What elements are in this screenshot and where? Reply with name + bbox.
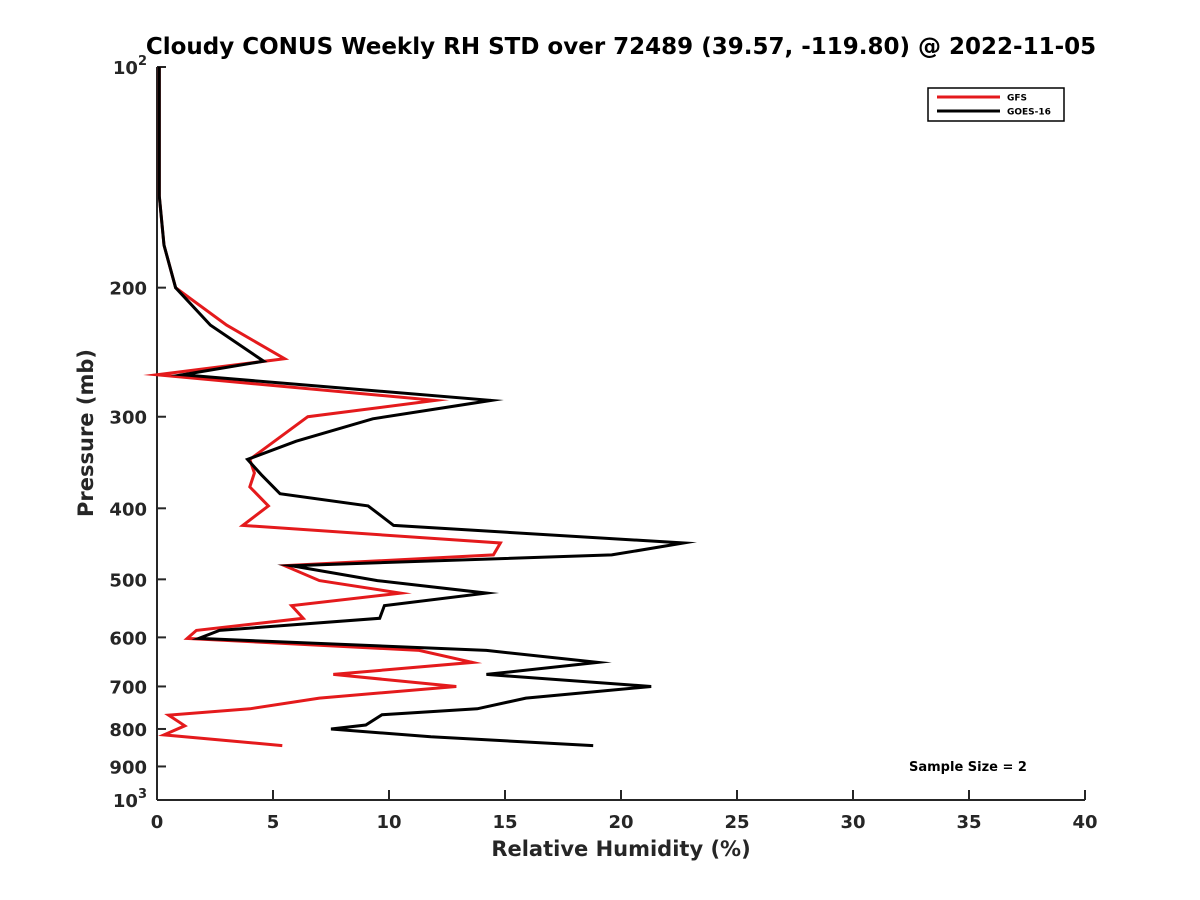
y-axis-label: Pressure (mb) xyxy=(74,349,98,517)
legend-label: GFS xyxy=(1007,94,1027,104)
legend-box xyxy=(927,87,1065,122)
y-tick-label: 200 xyxy=(109,279,147,300)
y-tick-label: 103 xyxy=(113,787,147,812)
x-tick-label: 10 xyxy=(376,812,401,833)
sample-size-annotation: Sample Size = 2 xyxy=(909,760,1027,775)
x-tick-label: 20 xyxy=(608,812,633,833)
y-tick-label: 700 xyxy=(109,677,147,698)
x-tick-label: 5 xyxy=(267,812,280,833)
y-tick-label: 900 xyxy=(109,757,147,778)
y-tick-label: 300 xyxy=(109,408,147,429)
y-tick-base: 10 xyxy=(113,58,138,79)
series-line-goes-16 xyxy=(157,67,697,748)
y-tick-label: 500 xyxy=(109,570,147,591)
y-tick-label: 400 xyxy=(109,499,147,520)
y-tick-label: 800 xyxy=(109,720,147,741)
x-tick-label: 0 xyxy=(151,812,164,833)
legend-label: GOES-16 xyxy=(1007,108,1051,118)
y-tick-base: 10 xyxy=(113,791,138,812)
y-tick-label: 102 xyxy=(113,54,147,79)
y-tick-label: 600 xyxy=(109,628,147,649)
series-layer xyxy=(143,67,697,748)
legend: GFS GOES-16 xyxy=(927,87,1065,122)
x-tick-label: 35 xyxy=(956,812,981,833)
x-tick-label: 25 xyxy=(724,812,749,833)
x-axis-label: Relative Humidity (%) xyxy=(491,837,750,861)
x-tick-label: 15 xyxy=(492,812,517,833)
axes: 0 5 10 15 20 25 30 35 40102200300400500600700800… xyxy=(109,54,1097,833)
x-tick-label: 40 xyxy=(1072,812,1097,833)
chart-title: Cloudy CONUS Weekly RH STD over 72489 (3… xyxy=(146,34,1096,60)
x-tick-label: 30 xyxy=(840,812,865,833)
y-tick-exponent: 3 xyxy=(138,787,147,802)
y-tick-exponent: 2 xyxy=(138,54,147,69)
